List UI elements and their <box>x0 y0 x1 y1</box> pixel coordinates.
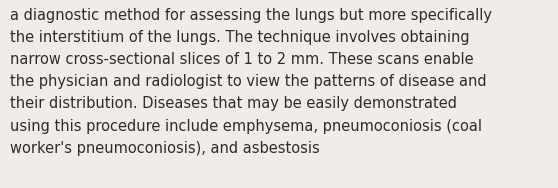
Text: a diagnostic method for assessing the lungs but more specifically
the interstiti: a diagnostic method for assessing the lu… <box>10 8 492 156</box>
